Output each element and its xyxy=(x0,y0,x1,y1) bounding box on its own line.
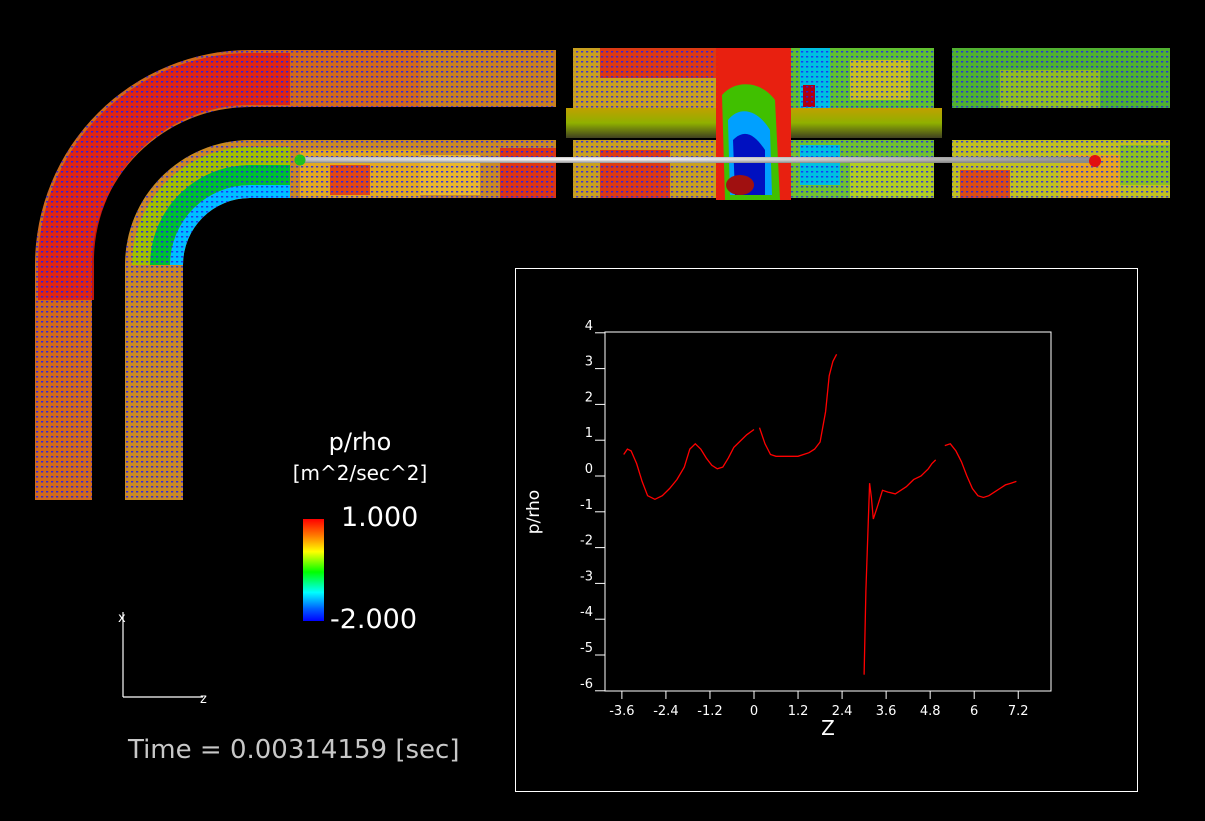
probe-line xyxy=(294,154,1101,167)
outer-elbow-pipe xyxy=(35,50,556,500)
probe-end-marker[interactable] xyxy=(1089,155,1101,167)
pipe-section-3 xyxy=(791,48,934,198)
time-label: Time = 0.00314159 [sec] xyxy=(128,735,460,765)
line-plot-panel[interactable] xyxy=(515,268,1138,792)
axis-triad xyxy=(122,612,203,698)
color-scale-bar xyxy=(303,519,324,621)
legend-units: [m^2/sec^2] xyxy=(292,461,428,485)
triad-z-label: z xyxy=(200,692,207,707)
probe-start-marker[interactable] xyxy=(294,154,306,166)
cut-plane xyxy=(566,48,942,200)
triad-x-label: x xyxy=(118,611,126,626)
legend-min-value: -2.000 xyxy=(330,604,418,635)
legend-max-value: 1.000 xyxy=(341,502,419,533)
legend-title: p/rho xyxy=(328,428,392,456)
pipe-section-2 xyxy=(573,48,716,198)
pipe-section-4 xyxy=(952,48,1170,198)
